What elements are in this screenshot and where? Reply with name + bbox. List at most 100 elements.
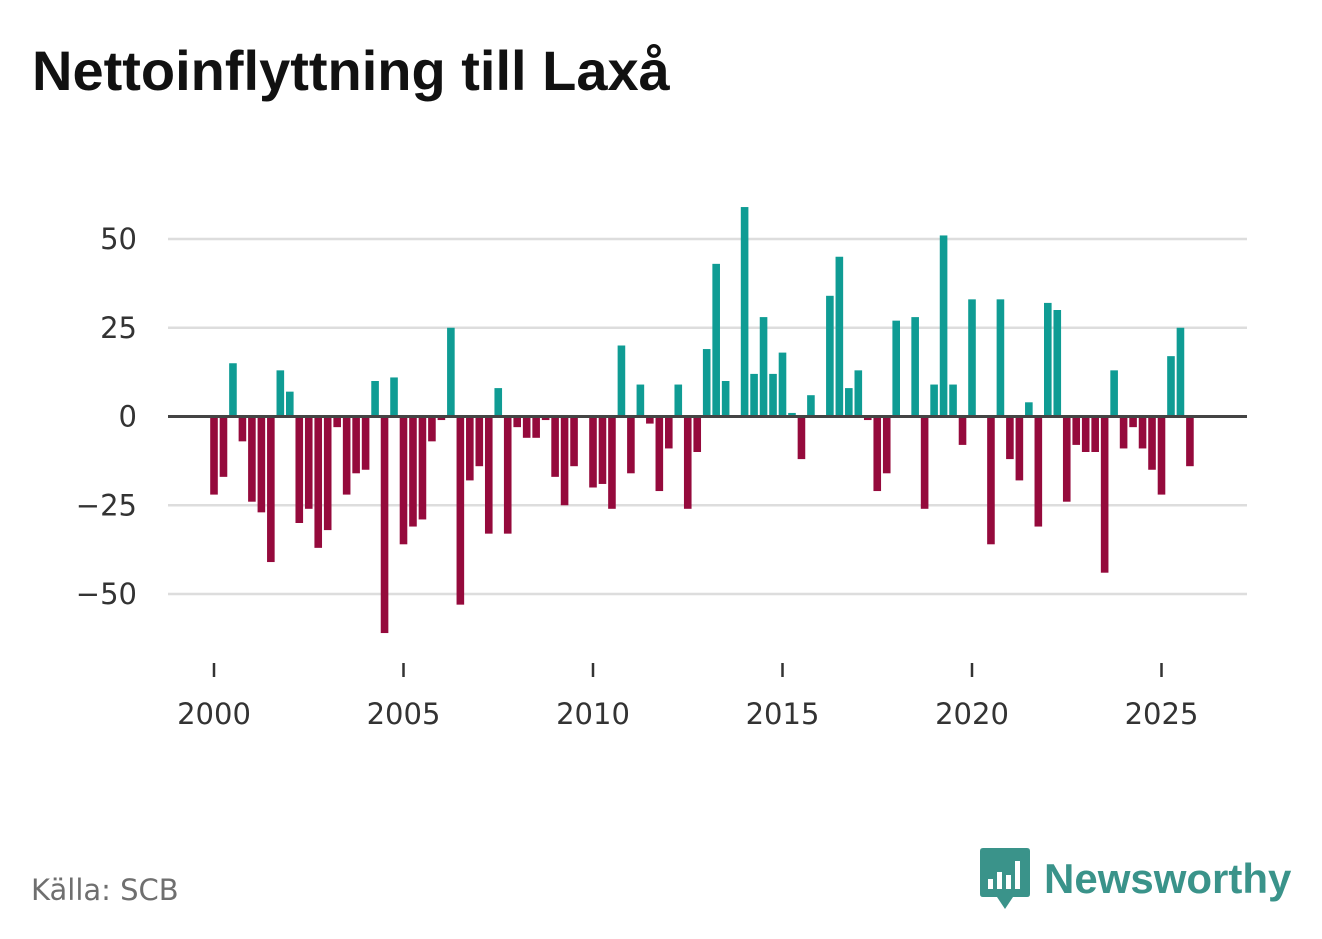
bar-2010-q3 bbox=[608, 416, 616, 509]
bar-2020-q1 bbox=[968, 299, 976, 417]
bar-2008-q2 bbox=[522, 416, 531, 438]
bar-2014-q4 bbox=[769, 373, 777, 417]
bar-2021-q1 bbox=[1006, 416, 1014, 460]
bar-2008-q4 bbox=[541, 416, 550, 421]
bar-2006-q2 bbox=[447, 327, 455, 417]
bar-2017-q3 bbox=[873, 416, 882, 492]
bar-2005-q3 bbox=[418, 416, 427, 520]
bar-2000-q1 bbox=[210, 416, 218, 495]
bar-2016-q4 bbox=[845, 388, 853, 417]
bar-2013-q2 bbox=[712, 263, 720, 417]
bar-2023-q2 bbox=[1091, 416, 1099, 452]
bar-2023-q3 bbox=[1100, 416, 1109, 573]
bar-2004-q1 bbox=[361, 416, 370, 470]
bar-2003-q4 bbox=[352, 416, 360, 474]
bar-2011-q4 bbox=[655, 416, 664, 492]
bar-2011-q1 bbox=[627, 416, 635, 474]
bar-2012-q2 bbox=[674, 384, 683, 417]
bar-2025-q4 bbox=[1186, 416, 1194, 467]
bar-2003-q1 bbox=[323, 416, 332, 531]
bar-2019-q4 bbox=[958, 416, 967, 445]
bar-2024-q1 bbox=[1119, 416, 1128, 449]
bar-2012-q1 bbox=[665, 416, 673, 449]
x-tick-label: 2005 bbox=[367, 697, 441, 731]
bar-2001-q3 bbox=[267, 416, 275, 563]
brand-logo[interactable]: Newsworthy bbox=[980, 848, 1291, 910]
bar-2005-q1 bbox=[399, 416, 408, 545]
bar-2005-q2 bbox=[409, 416, 417, 527]
y-tick-label: 0 bbox=[119, 400, 137, 434]
y-tick-label: −25 bbox=[76, 488, 137, 522]
bar-2019-q3 bbox=[949, 384, 957, 417]
x-tick-label: 2020 bbox=[935, 697, 1009, 731]
bar-2009-q1 bbox=[551, 416, 559, 477]
bar-2016-q2 bbox=[826, 295, 834, 417]
y-tick-label: 25 bbox=[100, 311, 137, 345]
brand-name: Newsworthy bbox=[1044, 855, 1292, 902]
bar-2015-q3 bbox=[797, 416, 806, 460]
x-tick-label: 2000 bbox=[177, 697, 251, 731]
y-tick-label: 50 bbox=[100, 222, 137, 256]
bar-2021-q4 bbox=[1034, 416, 1043, 527]
bar-2000-q2 bbox=[219, 416, 228, 477]
bar-2017-q4 bbox=[882, 416, 891, 474]
bar-2010-q1 bbox=[589, 416, 597, 488]
bar-2006-q4 bbox=[466, 416, 474, 481]
bar-2001-q2 bbox=[257, 416, 266, 513]
bar-2008-q3 bbox=[532, 416, 540, 438]
bar-2011-q2 bbox=[636, 384, 645, 417]
bar-2018-q3 bbox=[911, 317, 919, 417]
bar-2003-q2 bbox=[333, 416, 341, 428]
bar-2009-q3 bbox=[570, 416, 578, 467]
bar-2002-q4 bbox=[314, 416, 323, 548]
bar-2001-q4 bbox=[276, 370, 285, 417]
bar-2024-q2 bbox=[1129, 416, 1137, 428]
bar-2009-q2 bbox=[560, 416, 569, 506]
bar-2007-q1 bbox=[475, 416, 484, 467]
chart-title: Nettoinflyttning till Laxå bbox=[32, 39, 670, 102]
bar-2024-q4 bbox=[1148, 416, 1156, 470]
bar-2021-q3 bbox=[1025, 402, 1033, 417]
bar-2016-q3 bbox=[835, 256, 844, 417]
bar-chart-speech-icon bbox=[980, 848, 1030, 909]
bar-2017-q2 bbox=[863, 416, 872, 421]
bar-2014-q3 bbox=[759, 317, 768, 417]
bar-2022-q3 bbox=[1062, 416, 1071, 502]
bar-2013-q1 bbox=[702, 349, 711, 417]
bar-2006-q1 bbox=[437, 416, 446, 421]
bar-2017-q1 bbox=[854, 370, 863, 417]
bar-2005-q4 bbox=[428, 416, 436, 442]
bar-2018-q1 bbox=[892, 320, 900, 417]
bar-2002-q1 bbox=[286, 391, 294, 417]
bar-2020-q4 bbox=[996, 299, 1005, 417]
bar-2004-q2 bbox=[371, 381, 379, 417]
bar-2022-q1 bbox=[1044, 302, 1052, 417]
x-tick-label: 2025 bbox=[1125, 697, 1199, 731]
x-tick-label: 2010 bbox=[556, 697, 630, 731]
bar-2001-q1 bbox=[248, 416, 256, 502]
bar-2014-q2 bbox=[750, 373, 758, 417]
bars bbox=[210, 207, 1194, 634]
bar-2021-q2 bbox=[1015, 416, 1024, 481]
bar-2019-q1 bbox=[930, 384, 938, 417]
source-note: Källa: SCB bbox=[31, 873, 179, 907]
bar-2006-q3 bbox=[456, 416, 465, 605]
bar-2025-q3 bbox=[1176, 327, 1185, 417]
bar-2025-q2 bbox=[1167, 356, 1175, 417]
bar-2007-q2 bbox=[484, 416, 493, 534]
x-tick-label: 2015 bbox=[746, 697, 820, 731]
bar-2023-q1 bbox=[1081, 416, 1090, 452]
bar-2025-q1 bbox=[1157, 416, 1166, 495]
bar-2007-q3 bbox=[494, 388, 503, 417]
bar-2007-q4 bbox=[503, 416, 512, 534]
y-tick-label: −50 bbox=[76, 577, 137, 611]
gridlines bbox=[168, 237, 1247, 596]
bar-2023-q4 bbox=[1110, 370, 1118, 417]
bar-2019-q2 bbox=[939, 235, 948, 417]
bar-2010-q4 bbox=[617, 345, 626, 417]
bar-2020-q3 bbox=[987, 416, 995, 545]
bar-2015-q1 bbox=[778, 352, 787, 417]
bar-2004-q3 bbox=[380, 416, 389, 634]
bar-2011-q3 bbox=[646, 416, 654, 424]
